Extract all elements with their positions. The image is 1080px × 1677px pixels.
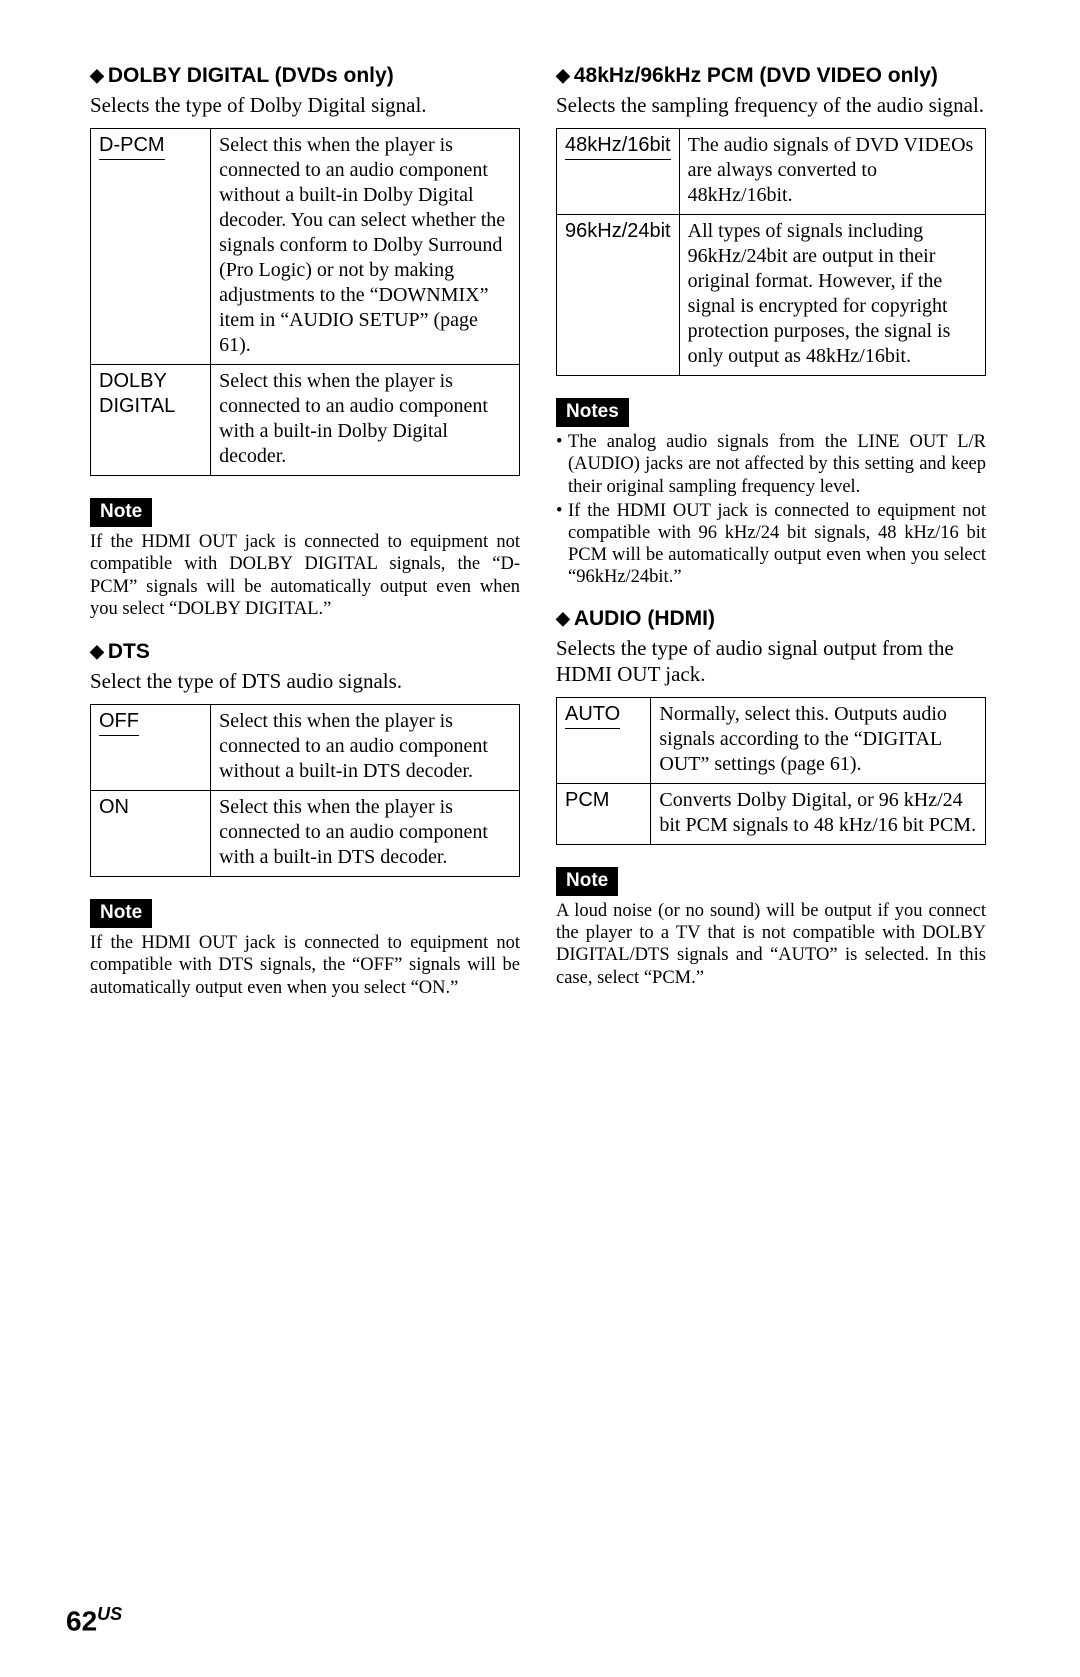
note-item: If the HDMI OUT jack is connected to equ…: [556, 500, 986, 589]
table-row: OFF Select this when the player is conne…: [91, 705, 520, 791]
table-row: AUTO Normally, select this. Outputs audi…: [557, 698, 986, 784]
table-row: 96kHz/24bit All types of signals includi…: [557, 215, 986, 376]
diamond-icon: ◆: [556, 608, 570, 628]
dolby-digital-intro: Selects the type of Dolby Digital signal…: [90, 92, 520, 118]
audio-hdmi-table: AUTO Normally, select this. Outputs audi…: [556, 697, 986, 845]
left-column: ◆DOLBY DIGITAL (DVDs only) Selects the t…: [90, 64, 520, 1019]
audio-hdmi-heading: ◆AUDIO (HDMI): [556, 607, 986, 631]
table-row: 48kHz/16bit The audio signals of DVD VID…: [557, 129, 986, 215]
notes-list: The analog audio signals from the LINE O…: [556, 431, 986, 588]
option-label: 48kHz/16bit: [557, 129, 680, 215]
note-badge: Note: [90, 498, 152, 527]
pcm-intro: Selects the sampling frequency of the au…: [556, 92, 986, 118]
pcm-heading: ◆48kHz/96kHz PCM (DVD VIDEO only): [556, 64, 986, 88]
option-desc: Select this when the player is connected…: [211, 705, 520, 791]
notes-badge: Notes: [556, 398, 629, 427]
dts-table: OFF Select this when the player is conne…: [90, 704, 520, 877]
note-item: The analog audio signals from the LINE O…: [556, 431, 986, 498]
option-desc: Select this when the player is connected…: [211, 791, 520, 877]
option-desc: Normally, select this. Outputs audio sig…: [651, 698, 986, 784]
option-desc: Select this when the player is connected…: [211, 129, 520, 365]
diamond-icon: ◆: [90, 65, 104, 85]
page-number: 62US: [66, 1604, 122, 1637]
right-column: ◆48kHz/96kHz PCM (DVD VIDEO only) Select…: [556, 64, 986, 1019]
diamond-icon: ◆: [556, 65, 570, 85]
table-row: D-PCM Select this when the player is con…: [91, 129, 520, 365]
option-label: 96kHz/24bit: [557, 215, 680, 376]
option-desc: Select this when the player is connected…: [211, 365, 520, 476]
note-text: A loud noise (or no sound) will be outpu…: [556, 900, 986, 989]
dolby-digital-table: D-PCM Select this when the player is con…: [90, 128, 520, 476]
note-text: If the HDMI OUT jack is connected to equ…: [90, 932, 520, 999]
note-badge: Note: [90, 899, 152, 928]
option-label: ON: [91, 791, 211, 877]
option-label: AUTO: [557, 698, 651, 784]
option-label: PCM: [557, 784, 651, 845]
note-text: If the HDMI OUT jack is connected to equ…: [90, 531, 520, 620]
table-row: ON Select this when the player is connec…: [91, 791, 520, 877]
option-desc: All types of signals including 96kHz/24b…: [679, 215, 985, 376]
option-desc: Converts Dolby Digital, or 96 kHz/24 bit…: [651, 784, 986, 845]
table-row: PCM Converts Dolby Digital, or 96 kHz/24…: [557, 784, 986, 845]
option-label: DOLBY DIGITAL: [91, 365, 211, 476]
option-label: OFF: [91, 705, 211, 791]
option-desc: The audio signals of DVD VIDEOs are alwa…: [679, 129, 985, 215]
note-badge: Note: [556, 867, 618, 896]
pcm-table: 48kHz/16bit The audio signals of DVD VID…: [556, 128, 986, 376]
dts-heading: ◆DTS: [90, 640, 520, 664]
table-row: DOLBY DIGITAL Select this when the playe…: [91, 365, 520, 476]
dts-intro: Select the type of DTS audio signals.: [90, 668, 520, 694]
diamond-icon: ◆: [90, 641, 104, 661]
dolby-digital-heading: ◆DOLBY DIGITAL (DVDs only): [90, 64, 520, 88]
audio-hdmi-intro: Selects the type of audio signal output …: [556, 635, 986, 688]
option-label: D-PCM: [91, 129, 211, 365]
